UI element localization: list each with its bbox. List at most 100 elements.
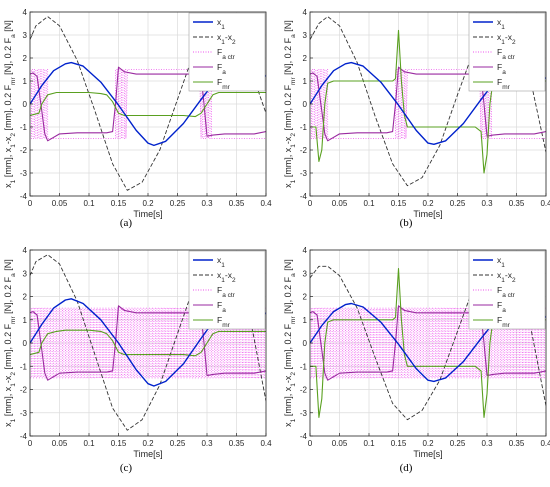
x-tick-label: 0.2: [142, 439, 154, 448]
legend-label: x1-x2: [217, 270, 236, 284]
y-tick-label: -1: [300, 123, 308, 132]
legend-box: [468, 250, 546, 330]
x-tick-label: 0.35: [229, 199, 245, 208]
y-axis-label-group: x1 [mm], x1-x2 [mm], 0.2 Fmr [N], 0.2 Fa…: [3, 20, 17, 188]
y-tick-label: 1: [23, 316, 28, 325]
series-fmr-line: [310, 268, 546, 418]
legend-label: Fa ctr: [217, 47, 236, 61]
x-tick-label: 0.4: [540, 199, 550, 208]
x-tick-label: 0.05: [332, 199, 348, 208]
legend-label: x1: [217, 255, 225, 269]
legend-label: Fa ctr: [497, 47, 516, 61]
x-axis-label: Time[s]: [413, 209, 442, 219]
y-tick-label: -3: [300, 409, 308, 418]
series-fa-ctr-line: [310, 307, 546, 379]
series-fmr-line: [30, 329, 266, 357]
x-tick-label: 0: [308, 439, 313, 448]
legend-box: [468, 12, 546, 92]
y-tick-label: 0: [23, 100, 28, 109]
legend-label: Fa: [497, 300, 506, 314]
legend-label: Fa ctr: [217, 285, 236, 299]
panel-label: (a): [120, 217, 133, 229]
series-x1-x2-line: [30, 254, 266, 431]
x-tick-label: 0.3: [481, 439, 493, 448]
x-tick-label: 0.4: [260, 199, 272, 208]
y-tick-label: -3: [20, 409, 28, 418]
x-tick-label: 0.1: [83, 439, 95, 448]
x-tick-label: 0.15: [391, 199, 407, 208]
x-tick-label: 0.05: [52, 439, 68, 448]
legend-box: [188, 250, 266, 330]
legend-label: Fmr: [497, 315, 511, 329]
legend-label: Fmr: [497, 77, 511, 91]
y-tick-label: -4: [20, 192, 28, 201]
y-tick-label: 0: [303, 100, 308, 109]
series-fa-ctr-line: [30, 69, 266, 139]
y-tick-label: 2: [23, 293, 28, 302]
legend-label: x1: [497, 255, 505, 269]
y-tick-label: 2: [303, 54, 308, 63]
x-tick-label: 0.05: [52, 199, 68, 208]
y-tick-label: 0: [23, 339, 28, 348]
x-tick-label: 0.35: [509, 439, 525, 448]
series-fa-ctr-line: [30, 307, 266, 379]
y-tick-label: -3: [20, 169, 28, 178]
y-tick-label: 2: [303, 293, 308, 302]
y-tick-label: 1: [23, 77, 28, 86]
legend-box: [188, 12, 266, 92]
x-tick-label: 0.3: [201, 199, 213, 208]
y-axis-label-group: x1 [mm], x1-x2 [mm], 0.2 Fmr [N], 0.2 Fa…: [283, 259, 297, 427]
x-tick-label: 0: [308, 199, 313, 208]
x-tick-label: 0.15: [391, 439, 407, 448]
y-tick-label: -1: [20, 362, 28, 371]
series-fa-ctr-line: [310, 69, 546, 139]
y-tick-label: -4: [20, 432, 28, 441]
x-axis-label: Time[s]: [133, 449, 162, 459]
panel-label: (b): [400, 217, 413, 229]
panel-c: 0 0.05 0.1 0.15 0.2 0.25 0.3 0.35 0.4 -4 -3 -2 -1 0 1 2…: [3, 246, 272, 474]
panel-label: (d): [400, 462, 413, 474]
legend-label: x1-x2: [497, 32, 516, 46]
y-tick-label: -4: [300, 192, 308, 201]
legend-label: Fmr: [217, 315, 231, 329]
y-axis-label: x1 [mm], x1-x2 [mm], 0.2 Fmr [N], 0.2 Fa…: [283, 259, 297, 427]
legend-label: x1: [497, 17, 505, 31]
x-tick-label: 0.4: [540, 439, 550, 448]
y-tick-label: -3: [300, 169, 308, 178]
x-tick-label: 0.2: [422, 199, 434, 208]
series-fa-line: [310, 66, 546, 142]
series-fa-line: [30, 66, 266, 142]
y-tick-label: 2: [23, 54, 28, 63]
x-tick-label: 0.35: [229, 439, 245, 448]
x-tick-label: 0.2: [142, 199, 154, 208]
y-tick-label: 0: [303, 339, 308, 348]
legend-label: x1-x2: [217, 32, 236, 46]
x-tick-label: 0.1: [83, 199, 95, 208]
x-tick-label: 0.1: [363, 439, 375, 448]
y-tick-label: 3: [303, 31, 308, 40]
x-tick-label: 0.4: [260, 439, 272, 448]
y-tick-label: 4: [23, 8, 28, 17]
x-tick-label: 0.1: [363, 199, 375, 208]
x-tick-label: 0.3: [481, 199, 493, 208]
y-axis-label: x1 [mm], x1-x2 [mm], 0.2 Fmr [N], 0.2 Fa…: [3, 20, 17, 188]
legend-label: Fa ctr: [497, 285, 516, 299]
panel-label: (c): [120, 462, 133, 474]
legend-label: Fa: [497, 62, 506, 76]
panel-a: 0 0.05 0.1 0.15 0.2 0.25 0.3 0.35 0.4 -4 -3 -2 -1 0 1 2…: [3, 8, 272, 229]
y-axis-label-group: x1 [mm], x1-x2 [mm], 0.2 Fmr [N], 0.2 Fa…: [3, 259, 17, 427]
series-fa-line: [310, 305, 546, 381]
y-tick-label: 3: [23, 31, 28, 40]
x-axis-label: Time[s]: [413, 449, 442, 459]
legend-label: Fa: [217, 62, 226, 76]
y-tick-label: -2: [300, 146, 308, 155]
panel-d: 0 0.05 0.1 0.15 0.2 0.25 0.3 0.35 0.4 -4 -3 -2 -1 0 1 2…: [283, 246, 550, 474]
y-axis-label: x1 [mm], x1-x2 [mm], 0.2 Fmr [N], 0.2 Fa…: [283, 20, 297, 188]
y-axis-label-group: x1 [mm], x1-x2 [mm], 0.2 Fmr [N], 0.2 Fa…: [283, 20, 297, 188]
x-tick-label: 0.25: [450, 199, 466, 208]
x-tick-label: 0.25: [170, 439, 186, 448]
